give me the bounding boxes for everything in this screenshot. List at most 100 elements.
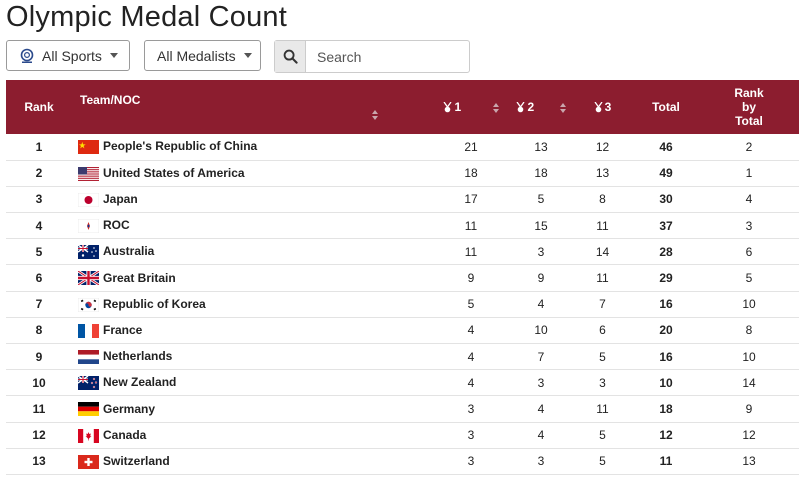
table-row[interactable]: 6 Great Britain 9 9 11 29 5 — [6, 265, 799, 292]
bronze-count: 13 — [595, 166, 610, 181]
bronze-count: 14 — [595, 244, 610, 259]
total-count: 16 — [659, 297, 673, 312]
table-row[interactable]: 12 Canada 3 4 5 12 12 — [6, 422, 799, 449]
rank-by-total: 12 — [742, 428, 756, 443]
korea-flag-icon — [78, 297, 99, 312]
gold-count: 18 — [464, 166, 478, 181]
col-header-gold[interactable]: 1 — [432, 80, 510, 134]
total-count: 10 — [659, 375, 673, 390]
team-cell[interactable]: Netherlands — [72, 344, 432, 370]
bronze-count: 5 — [599, 349, 606, 364]
silver-count: 10 — [534, 323, 548, 338]
sports-dropdown[interactable]: All Sports — [6, 40, 130, 71]
rank-cell: 12 — [32, 428, 46, 443]
rank-total-line-3: Total — [735, 114, 763, 128]
france-flag-icon — [78, 323, 99, 338]
team-name[interactable]: ROC — [103, 218, 130, 233]
team-cell[interactable]: ROC — [72, 213, 432, 239]
table-row[interactable]: 1 People's Republic of China 21 13 12 46 2 — [6, 134, 799, 161]
table-row[interactable]: 5 Australia 11 3 14 28 6 — [6, 239, 799, 265]
rank-by-total: 3 — [745, 218, 753, 233]
total-count: 11 — [659, 454, 673, 469]
rank-by-total: 10 — [742, 349, 756, 364]
bronze-count: 11 — [596, 218, 609, 233]
rank-cell: 6 — [35, 271, 43, 286]
silver-count: 4 — [537, 428, 545, 443]
rank-total-line-1: Rank — [734, 86, 764, 100]
table-row[interactable]: 4 ROC 11 15 11 37 3 — [6, 213, 799, 239]
netherlands-flag-icon — [78, 350, 99, 364]
total-count: 12 — [659, 428, 673, 443]
team-name[interactable]: United States of America — [103, 165, 245, 180]
team-name[interactable]: Australia — [103, 244, 155, 259]
sort-icon — [372, 109, 378, 120]
team-cell[interactable]: Japan — [72, 186, 432, 212]
team-cell[interactable]: Republic of Korea — [72, 291, 432, 317]
page-title: Olympic Medal Count — [6, 1, 288, 33]
col-header-bronze[interactable]: 3 — [572, 80, 633, 134]
total-count: 37 — [659, 218, 673, 233]
sports-dropdown-label: All Sports — [42, 47, 102, 64]
team-cell[interactable]: Switzerland — [72, 448, 432, 474]
gold-count: 9 — [467, 271, 475, 286]
team-cell[interactable]: New Zealand — [72, 370, 432, 396]
team-cell[interactable]: United States of America — [72, 160, 432, 186]
silver-count: 15 — [534, 218, 548, 233]
search-icon — [283, 49, 298, 64]
col-header-team-label: Team/NOC — [80, 93, 141, 107]
gold-label: 1 — [454, 100, 462, 114]
team-name[interactable]: Japan — [103, 192, 138, 207]
col-header-rank-by-total[interactable]: Rank by Total — [699, 80, 799, 134]
team-name[interactable]: Republic of Korea — [103, 296, 206, 311]
team-cell[interactable]: France — [72, 317, 432, 343]
team-name[interactable]: People's Republic of China — [103, 139, 258, 154]
table-row[interactable]: 10 New Zealand 4 3 3 10 14 — [6, 370, 799, 396]
team-cell[interactable]: Germany — [72, 396, 432, 422]
rank-cell: 4 — [35, 218, 43, 233]
team-name[interactable]: Canada — [103, 427, 147, 442]
team-name[interactable]: New Zealand — [103, 375, 177, 390]
silver-count: 9 — [537, 271, 545, 286]
total-count: 16 — [659, 349, 673, 364]
table-row[interactable]: 8 France 4 10 6 20 8 — [6, 317, 799, 344]
bronze-count: 5 — [599, 454, 606, 469]
team-name[interactable]: Netherlands — [103, 349, 173, 364]
silver-count: 5 — [537, 192, 545, 207]
medalists-dropdown[interactable]: All Medalists — [144, 40, 261, 71]
team-name[interactable]: Switzerland — [103, 453, 170, 468]
total-count: 28 — [659, 244, 673, 259]
team-name[interactable]: Great Britain — [103, 270, 176, 285]
sort-icon — [559, 102, 566, 113]
table-row[interactable]: 11 Germany 3 4 11 18 9 — [6, 396, 799, 423]
rank-cell: 13 — [32, 454, 46, 469]
col-header-silver[interactable]: 2 — [510, 80, 572, 134]
gold-count: 11 — [464, 218, 478, 233]
table-row[interactable]: 7 Republic of Korea 5 4 7 16 10 — [6, 291, 799, 318]
rank-by-total: 8 — [745, 323, 753, 338]
search-button[interactable] — [275, 41, 306, 72]
col-header-rank[interactable]: Rank — [24, 100, 54, 114]
silver-count: 18 — [534, 166, 548, 181]
team-cell[interactable]: Great Britain — [72, 265, 432, 291]
col-header-team[interactable]: Team/NOC — [72, 80, 432, 134]
table-row[interactable]: 13 Switzerland 3 3 5 11 13 — [6, 448, 799, 475]
search-input[interactable] — [306, 41, 469, 72]
rank-cell: 10 — [32, 375, 46, 390]
rank-total-line-2: by — [741, 100, 756, 114]
gold-count: 4 — [467, 323, 475, 338]
team-name[interactable]: Germany — [103, 401, 156, 416]
rank-by-total: 5 — [745, 271, 753, 286]
team-cell[interactable]: Australia — [72, 239, 432, 265]
team-name[interactable]: France — [103, 322, 143, 337]
team-cell[interactable]: Canada — [72, 422, 432, 448]
rank-by-total: 10 — [742, 297, 756, 312]
great-britain-flag-icon — [78, 271, 99, 286]
australia-flag-icon — [78, 245, 99, 260]
canada-flag-icon — [78, 428, 99, 443]
team-cell[interactable]: People's Republic of China — [72, 134, 432, 160]
table-row[interactable]: 2 United States of America 18 18 13 49 1 — [6, 160, 799, 187]
table-row[interactable]: 3 Japan 17 5 8 30 4 — [6, 186, 799, 213]
table-row[interactable]: 9 Netherlands 4 7 5 16 10 — [6, 344, 799, 370]
silver-count: 3 — [537, 244, 545, 259]
col-header-total[interactable]: Total — [652, 100, 680, 114]
